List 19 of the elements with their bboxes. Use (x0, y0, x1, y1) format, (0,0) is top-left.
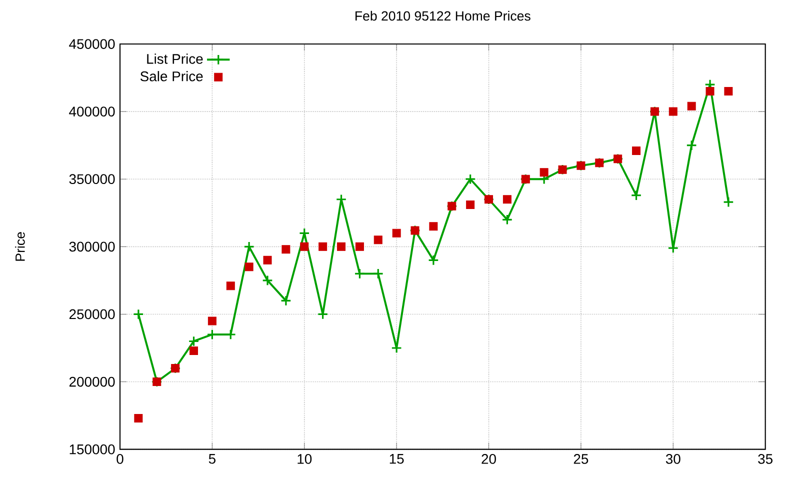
legend-label: List Price (147, 54, 203, 64)
y-tick-label: 150000 (70, 444, 115, 454)
y-tick-label: 300000 (69, 242, 115, 252)
x-tick-label: 30 (666, 454, 680, 464)
y-tick-label: 250000 (69, 309, 115, 320)
y-tick-label: 200000 (69, 376, 115, 387)
x-tick-label: 15 (390, 454, 404, 464)
x-tick-label: 10 (298, 454, 312, 464)
x-tick-label: 35 (758, 454, 772, 464)
y-tick-label: 450000 (69, 39, 115, 49)
chart-title: Feb 2010 95122 Home Prices (356, 10, 530, 21)
x-tick-label: 5 (208, 454, 216, 464)
x-tick-label: 25 (574, 454, 588, 464)
legend-label: Sale Price (140, 71, 203, 82)
y-tick-label: 400000 (69, 106, 115, 116)
x-tick-label: 20 (482, 454, 496, 464)
y-axis-title: Price (15, 232, 25, 261)
x-tick-label: 0 (116, 454, 124, 464)
y-tick-label: 350000 (69, 174, 115, 184)
